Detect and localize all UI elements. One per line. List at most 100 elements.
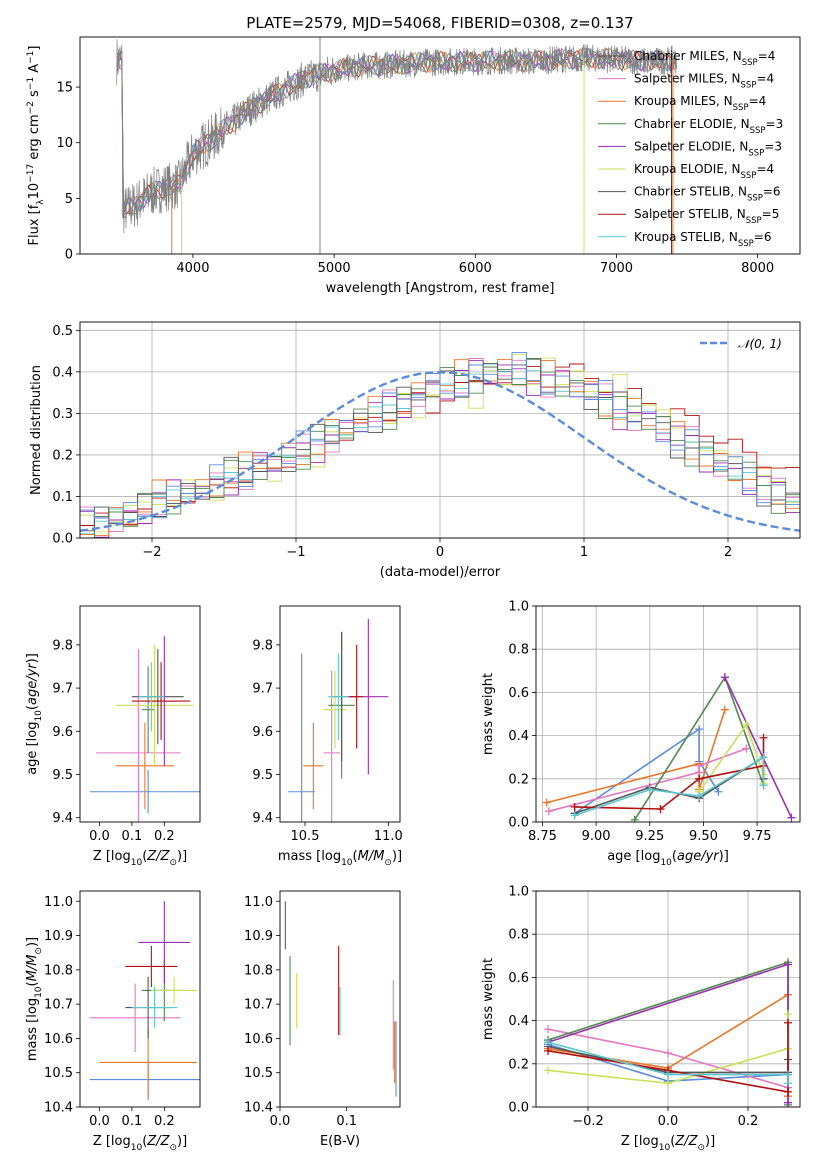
mass-weight-marker [695,774,704,783]
legend-entry: Kroupa MILES, NSSP=4 [634,94,766,113]
axes-frame [79,605,201,823]
spectrum-model-line [116,48,677,218]
spectrum-model-line [116,47,677,219]
x-tick-label: 0 [436,545,444,560]
y-axis-label: mass weight [481,673,496,755]
chart-panel-mass-vs-Z: 0.0 0.1 0.2 10.4 10.5 10.6 10.7 10.8 10.9 11.0 Z [… [25,890,201,1153]
mass-weight-marker [664,1070,672,1079]
mass-weight-marker [570,811,579,820]
y-tick-label: 9.7 [252,682,273,697]
y-tick-label: 0.2 [508,1057,529,1072]
mass-weight-marker [544,1025,552,1034]
x-tick-label: 8000 [741,261,774,276]
y-tick-label: 10.9 [44,929,73,944]
y-tick-label: 0.3 [52,407,73,422]
y-axis-label: mass [log10(M/M⊙)] [25,937,44,1061]
x-tick-label: 9.25 [635,829,664,844]
mass-weight-marker [784,1010,792,1019]
y-axis-label: Flux [fλ10−17 erg cm−2 s−1 A−1] [26,46,46,246]
legend-entry: 𝒩(0, 1) [738,337,782,351]
y-tick-label: 0.4 [508,729,529,744]
legend-entry: Chabrier ELODIE, NSSP=3 [634,117,783,136]
spectrum-model-line [116,47,677,215]
mass-weight-marker [544,1066,552,1075]
x-tick-label: 9.50 [689,829,718,844]
y-tick-label: 10 [56,136,73,151]
x-tick-label: −1 [286,545,305,560]
y-tick-label: 15 [56,81,73,96]
plot-area [542,673,796,822]
x-tick-label: 0.1 [122,829,143,844]
mass-weight-marker [720,673,729,682]
plot-area [288,618,389,822]
y-tick-label: 9.5 [252,768,273,783]
y-tick-label: 9.8 [52,638,73,653]
mass-weight-marker [630,815,639,822]
mass-weight-marker [742,744,751,753]
y-tick-label: 9.8 [252,638,273,653]
x-tick-label: 0.0 [658,1114,679,1129]
y-tick-label: 10.8 [244,963,273,978]
mass-weight-line [548,747,747,812]
y-tick-label: 10.4 [244,1101,273,1116]
x-axis-label: age [log10(age/yr)] [607,849,729,868]
mass-weight-marker [742,720,751,729]
plot-area [89,901,200,1101]
mass-weight-marker [695,792,704,801]
spectrum-model-line [116,48,677,214]
mass-weight-marker [787,813,796,822]
axes-frame [279,605,401,823]
x-tick-label: 0.0 [89,1114,110,1129]
legend-entry: Kroupa ELODIE, NSSP=4 [634,162,774,181]
mass-weight-marker [664,1049,672,1057]
x-tick-label: −0.2 [572,1114,604,1129]
chart-panel-age-vs-mass: 10.5 11.0 9.4 9.5 9.6 9.7 9.8 mass [log10(M/M⊙)… [252,605,403,868]
plot-area [116,37,678,254]
y-tick-label: 10.4 [44,1101,73,1116]
y-tick-label: 9.6 [52,725,73,740]
y-tick-label: 10.7 [244,998,273,1013]
mass-weight-marker [784,1098,792,1107]
y-tick-label: 1.0 [508,885,529,900]
mass-weight-marker [544,1046,552,1055]
histogram-series [80,353,800,533]
plot-area [80,351,800,538]
legend-entry: Salpeter ELODIE, NSSP=3 [634,139,782,158]
x-tick-label: 11.0 [374,829,403,844]
y-tick-label: 9.7 [52,682,73,697]
x-tick-label: 4000 [176,261,209,276]
x-tick-label: 0.0 [89,829,110,844]
chart-panel-age-vs-Z: 0.0 0.1 0.2 9.4 9.5 9.6 9.7 9.8 Z [log10(Z/Z⊙)] a… [25,605,201,868]
spectrum-data-line [116,39,678,234]
x-tick-label: 7000 [600,261,633,276]
chart-panel-mass-weight-vs-age: 8.75 9.00 9.25 9.50 9.75 0.0 0.2 0.4 0.6 0.8 1.0 ag… [481,600,801,868]
x-axis-label: Z [log10(Z/Z⊙)] [93,1134,187,1153]
y-tick-label: 11.0 [244,895,273,910]
y-tick-label: 10.6 [44,1032,73,1047]
y-axis-label: age [log10(age/yr)] [25,653,44,775]
axes-frame [535,605,801,823]
chart-panel-mass-vs-ebv: 0.0 0.1 10.4 10.5 10.6 10.7 10.8 10.9 11.0 E(B-V) [244,890,401,1149]
legend-entry: Kroupa STELIB, NSSP=6 [634,230,772,249]
mass-weight-line [547,1041,789,1084]
normal-curve [80,371,800,532]
mass-weight-marker [784,1079,792,1088]
x-axis-label: wavelength [Angstrom, rest frame] [326,281,555,296]
figure-title: PLATE=2579, MJD=54068, FIBERID=0308, z=0… [246,14,633,32]
mass-weight-marker [645,785,654,794]
y-tick-label: 0.1 [52,490,73,505]
y-tick-label: 0.8 [508,928,529,943]
mass-weight-marker [784,1018,792,1027]
mass-weight-line [547,1022,789,1093]
y-tick-label: 10.6 [244,1032,273,1047]
y-axis-label: mass weight [481,958,496,1040]
x-tick-label: 2 [724,545,732,560]
x-tick-label: 0.0 [270,1114,291,1129]
y-tick-label: 10.5 [44,1066,73,1081]
mass-weight-marker [542,798,551,807]
x-tick-label: 6000 [459,261,492,276]
mass-weight-marker [695,761,704,770]
chart-panel-residuals: −2 −1 0 1 2 0.0 0.1 0.2 0.3 0.4 0.5 𝒩(0, 1) (data-mo… [29,321,801,580]
mass-weight-line [724,676,793,819]
x-tick-label: 9.75 [743,829,772,844]
